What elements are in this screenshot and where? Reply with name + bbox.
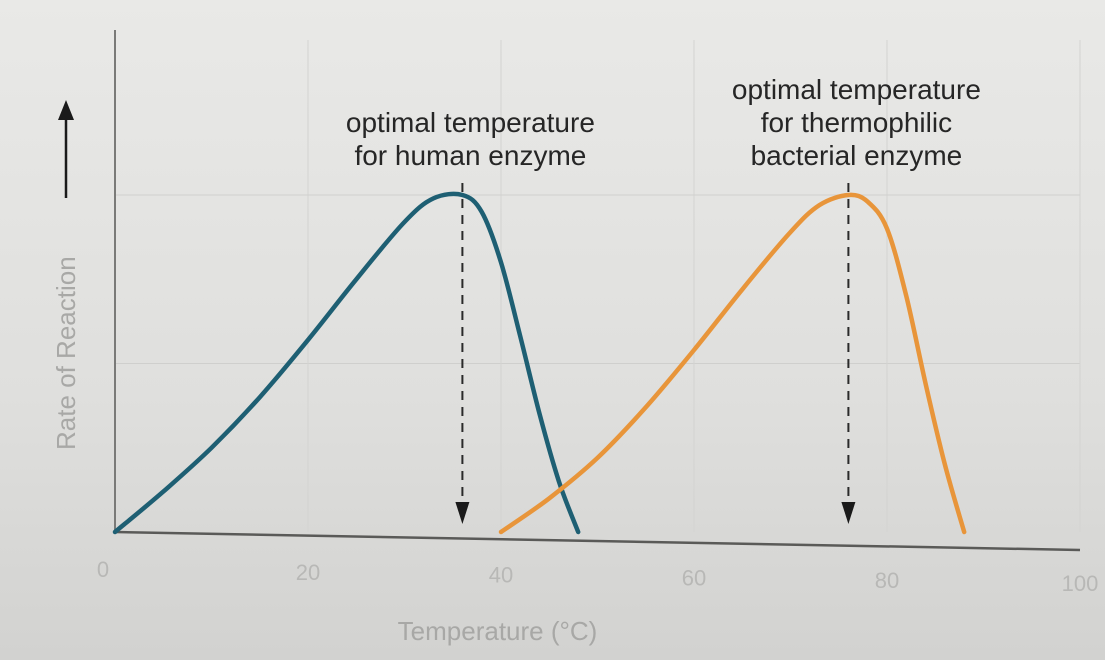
x-axis-line — [114, 530, 1081, 552]
annotation-line: bacterial enzyme — [751, 140, 963, 171]
series-line-2 — [498, 192, 967, 535]
x-tick-label: 100 — [1062, 571, 1099, 596]
x-tick-label: 0 — [97, 557, 109, 582]
x-axis-title: Temperature (°C) — [398, 616, 598, 646]
annotation-line: optimal temperature — [346, 107, 595, 138]
optimum-markers — [455, 183, 856, 524]
axes: 0 20 40 60 80 100 Temperature (°C) Rate of Reac… — [51, 30, 1098, 646]
series-line-1 — [112, 191, 581, 535]
annotation-1: optimal temperature for human enzyme — [346, 107, 595, 171]
y-axis-arrow-head — [58, 100, 74, 120]
annotation-2: optimal temperature for thermophilic bacte… — [732, 74, 981, 171]
optimum-arrow-head-2 — [841, 502, 856, 524]
x-tick-label: 20 — [296, 560, 320, 585]
optimum-arrow-head-1 — [455, 502, 470, 524]
annotation-line: for human enzyme — [354, 140, 586, 171]
x-tick-label: 40 — [489, 563, 513, 588]
annotation-line: for thermophilic — [761, 107, 952, 138]
labels: optimal temperature for human enzymeoptim… — [346, 74, 981, 171]
annotation-line: optimal temperature — [732, 74, 981, 105]
series — [112, 191, 967, 535]
x-tick-label: 80 — [875, 568, 899, 593]
y-axis-title: Rate of Reaction — [51, 256, 81, 450]
x-tick-label: 60 — [682, 565, 706, 590]
